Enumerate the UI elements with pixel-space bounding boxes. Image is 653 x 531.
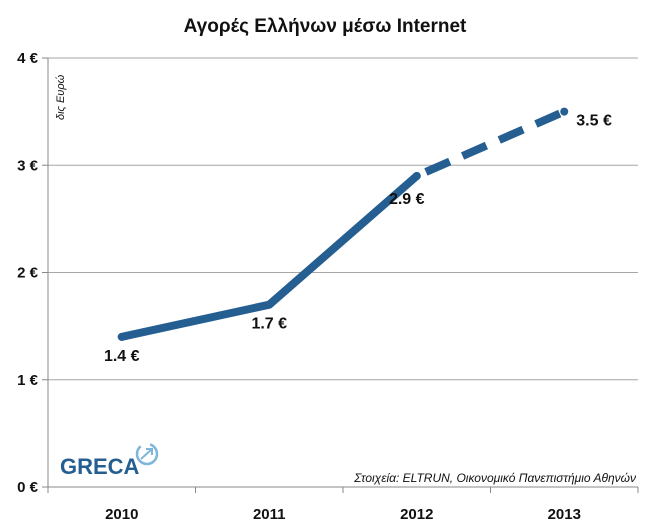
data-labels: 1.4 € 1.7 € 2.9 € 3.5 €	[104, 113, 612, 365]
data-point-2010	[117, 332, 126, 341]
y-unit-label: δις Ευρώ	[55, 74, 67, 120]
x-tick-labels: 2010 2011 2012 2013	[105, 506, 581, 523]
data-points	[117, 107, 569, 341]
series-line-projected	[415, 107, 566, 180]
source-note: Στοιχεία: ELTRUN, Οικονομικό Πανεπιστήμι…	[353, 471, 636, 485]
data-label-2012: 2.9 €	[389, 191, 425, 208]
data-point-2012	[412, 171, 421, 180]
data-label-2013: 3.5 €	[576, 113, 612, 130]
greca-logo: GRECA	[60, 442, 159, 479]
y-tick-label: 1 €	[17, 372, 39, 389]
x-tick-label: 2013	[548, 506, 581, 523]
series-line	[117, 107, 566, 341]
globe-arrow-icon	[135, 442, 159, 466]
series-line-solid	[117, 171, 421, 341]
gridlines	[48, 57, 638, 381]
y-tick-label: 2 €	[17, 265, 39, 282]
y-tick-label: 4 €	[17, 50, 39, 67]
chart-title: Αγορές Ελλήνων μέσω Internet	[184, 16, 467, 37]
y-tick-label: 3 €	[17, 157, 39, 174]
data-point-2013	[560, 107, 569, 116]
data-label-2010: 1.4 €	[104, 348, 140, 365]
y-tick-label: 0 €	[17, 479, 39, 496]
x-tick-label: 2010	[105, 506, 138, 523]
x-tick-label: 2012	[400, 506, 433, 523]
data-point-2011	[265, 300, 274, 309]
y-tick-labels: 0 € 1 € 2 € 3 € 4 €	[17, 50, 39, 496]
x-tick-label: 2011	[253, 506, 286, 523]
logo-text: GRECA	[60, 454, 140, 479]
data-label-2011: 1.7 €	[251, 316, 287, 333]
axes	[42, 57, 639, 493]
